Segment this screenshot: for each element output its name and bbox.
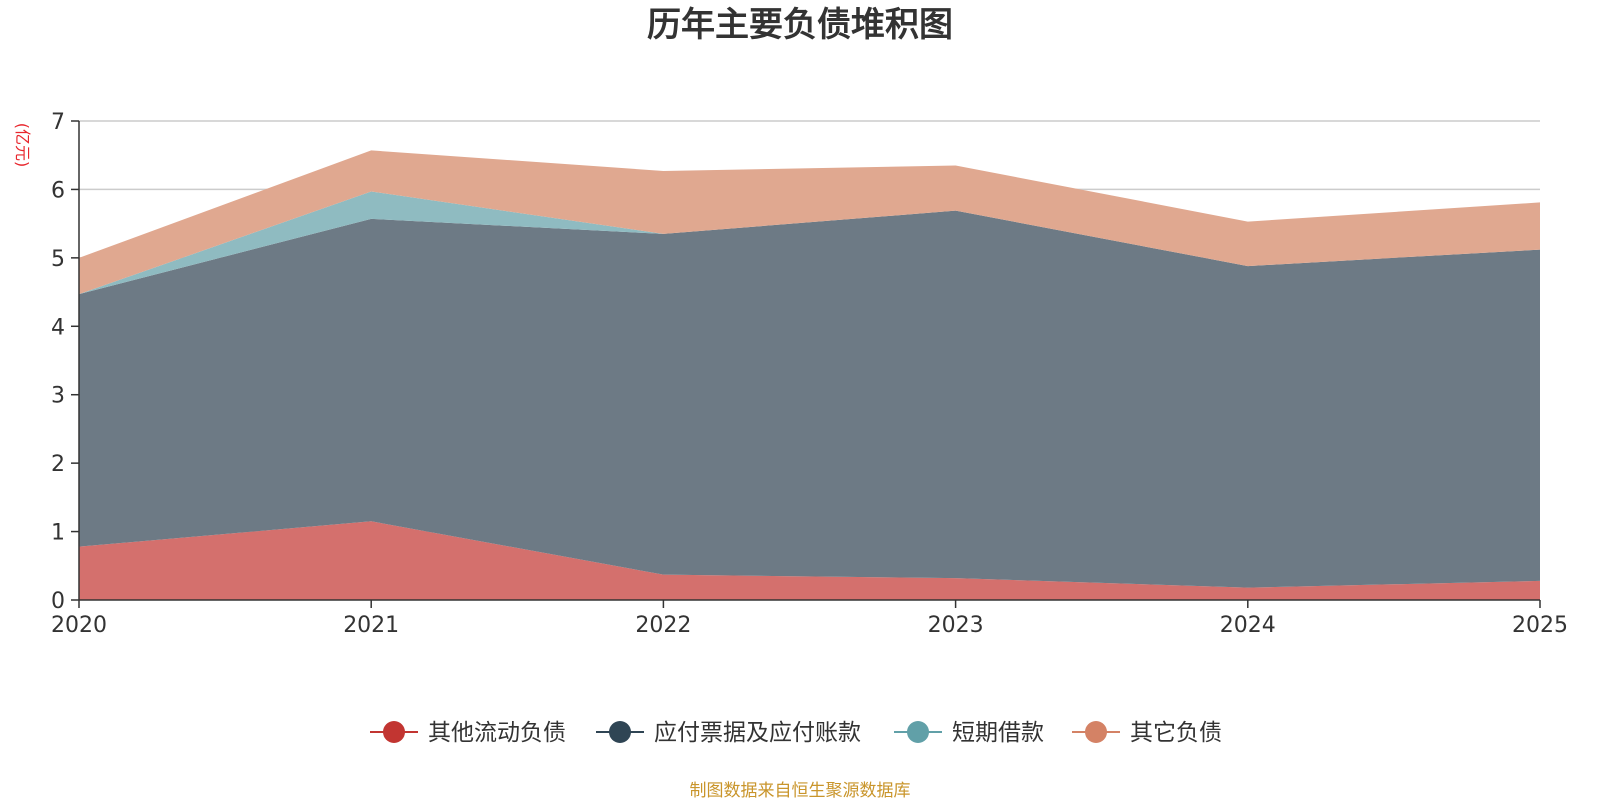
area-series-0	[79, 521, 1540, 600]
area-series-2	[79, 191, 1540, 295]
x-tick-label: 2020	[51, 613, 107, 638]
y-axis-unit-label: (亿元)	[13, 123, 32, 168]
y-tick-label: 1	[51, 521, 65, 546]
data-source-note: 制图数据来自恒生聚源数据库	[690, 781, 911, 800]
y-tick-label: 7	[51, 110, 65, 135]
legend-marker	[609, 721, 631, 743]
legend-marker	[907, 721, 929, 743]
legend-label: 其它负债	[1130, 720, 1222, 746]
series-areas	[79, 150, 1540, 600]
legend-marker	[383, 721, 405, 743]
y-tick-label: 0	[51, 589, 65, 614]
x-tick-label: 2022	[635, 613, 691, 638]
legend-item-3[interactable]: 其它负债	[1072, 720, 1222, 746]
x-tick-label: 2024	[1220, 613, 1276, 638]
legend-item-1[interactable]: 应付票据及应付账款	[596, 720, 861, 746]
area-series-3	[79, 150, 1540, 295]
legend-label: 应付票据及应付账款	[654, 720, 861, 746]
x-tick-label: 2023	[928, 613, 984, 638]
y-tick-label: 3	[51, 384, 65, 409]
area-series-1	[79, 210, 1540, 588]
legend-label: 短期借款	[952, 720, 1044, 746]
y-tick-label: 2	[51, 452, 65, 477]
legend-item-2[interactable]: 短期借款	[894, 720, 1044, 746]
legend[interactable]: 其他流动负债 应付票据及应付账款 短期借款 其它负债	[370, 720, 1222, 746]
x-tick-label: 2025	[1512, 613, 1568, 638]
legend-marker	[1085, 721, 1107, 743]
x-tick-label: 2021	[343, 613, 399, 638]
legend-item-0[interactable]: 其他流动负债	[370, 720, 566, 746]
y-tick-label: 5	[51, 247, 65, 272]
y-tick-label: 6	[51, 178, 65, 203]
chart-title: 历年主要负债堆积图	[647, 5, 953, 45]
legend-label: 其他流动负债	[428, 720, 566, 746]
axes: 0 1 2 3 4 5 6 7 2020 2021 2022 2023 2024 2025	[51, 110, 1568, 638]
y-tick-label: 4	[51, 315, 65, 340]
